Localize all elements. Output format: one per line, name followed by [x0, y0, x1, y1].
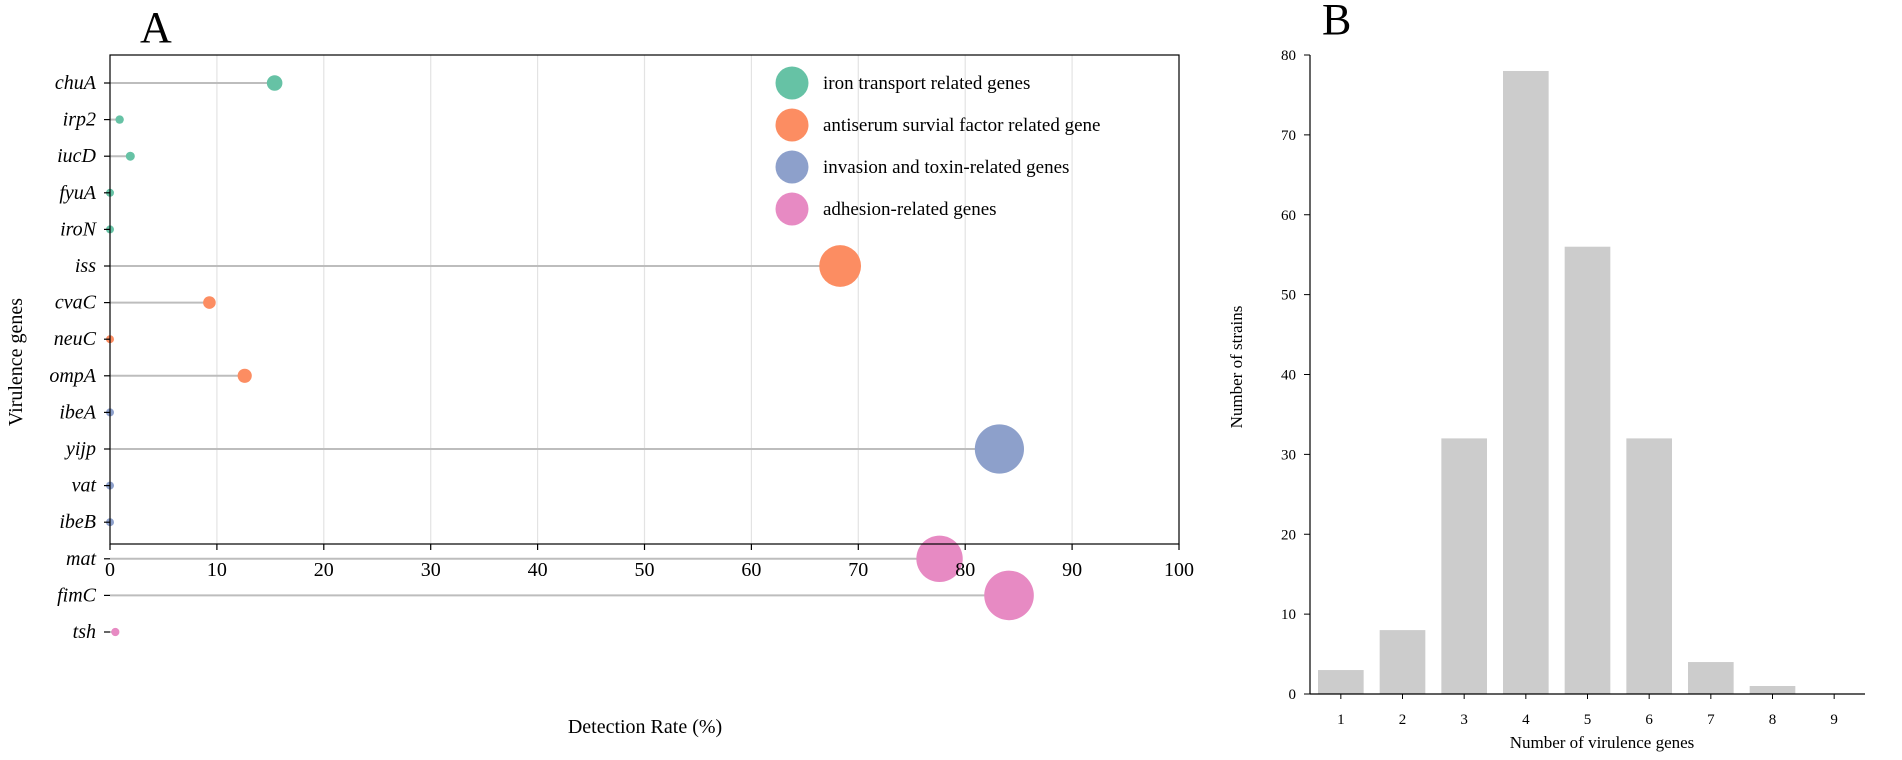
- b-y-tick-label: 0: [1289, 687, 1297, 703]
- gene-label-ibeB: ibeB: [59, 511, 96, 533]
- a-x-tick-label: 90: [1062, 559, 1082, 581]
- gene-label-iucD: iucD: [57, 145, 96, 167]
- gene-label-ibeA: ibeA: [59, 401, 96, 423]
- legend-label: iron transport related genes: [823, 73, 1030, 94]
- gene-label-tsh: tsh: [73, 621, 96, 643]
- b-x-tick-label: 8: [1769, 712, 1777, 728]
- gene-label-ompA: ompA: [49, 365, 96, 387]
- a-points: [106, 75, 1034, 637]
- legend-marker: [775, 108, 809, 142]
- point-tsh: [111, 627, 120, 637]
- legend-label: invasion and toxin-related genes: [823, 157, 1069, 178]
- gene-label-cvaC: cvaC: [55, 292, 97, 314]
- legend-marker: [775, 150, 809, 184]
- panel-a: A 0 10 20 30 40 50 60 70 80 90 100 chuA irp2 iucD fyu…: [5, 3, 1194, 738]
- gene-label-irp2: irp2: [63, 109, 96, 131]
- b-bars: [1318, 70, 1796, 695]
- a-x-tick-label: 60: [741, 559, 761, 581]
- b-x-tick-label: 4: [1522, 712, 1530, 728]
- gene-label-iss: iss: [75, 255, 96, 277]
- a-gridlines: [216, 55, 1073, 544]
- b-y-tick-label: 30: [1281, 447, 1296, 463]
- a-x-tick-label: 70: [848, 559, 868, 581]
- b-y-tick-label: 50: [1281, 288, 1296, 304]
- point-ompA: [237, 368, 252, 383]
- b-y-axis-title: Number of strains: [1227, 306, 1246, 429]
- bar-1: [1318, 670, 1364, 694]
- b-x-tick-label: 3: [1460, 712, 1468, 728]
- panel-b-label: B: [1322, 0, 1351, 44]
- b-y-ticks: 0 10 20 30 40 50 60 70 80: [1281, 48, 1310, 703]
- b-y-tick-label: 80: [1281, 48, 1296, 64]
- a-x-tick-label: 80: [955, 559, 975, 581]
- b-x-tick-label: 5: [1584, 712, 1592, 728]
- a-x-tick-label: 20: [314, 559, 334, 581]
- bar-6: [1626, 438, 1672, 694]
- bar-2: [1379, 630, 1426, 694]
- b-x-tick-label: 1: [1337, 712, 1345, 728]
- bar-7: [1688, 662, 1734, 694]
- a-x-ticks: 0 10 20 30 40 50 60 70 80 90 100: [105, 544, 1194, 581]
- legend-label: adhesion-related genes: [823, 199, 997, 220]
- a-legend: iron transport related genes antiserum su…: [775, 66, 1101, 226]
- b-x-tick-label: 7: [1707, 712, 1715, 728]
- point-iss: [819, 245, 862, 287]
- b-y-tick-label: 70: [1281, 128, 1296, 144]
- panel-a-label: A: [140, 3, 172, 52]
- b-y-tick-label: 10: [1281, 607, 1296, 623]
- point-iucD: [125, 151, 135, 161]
- bar-4: [1503, 70, 1549, 695]
- a-x-tick-label: 30: [421, 559, 441, 581]
- bar-5: [1564, 246, 1611, 694]
- b-x-tick-label: 6: [1645, 712, 1653, 728]
- legend-label: antiserum survial factor related gene: [823, 115, 1101, 136]
- b-x-axis-title: Number of virulence genes: [1510, 733, 1695, 752]
- legend-marker: [775, 66, 809, 100]
- gene-label-fyuA: fyuA: [59, 182, 96, 204]
- a-stems: [110, 82, 1010, 633]
- point-yijp: [974, 424, 1025, 474]
- gene-label-vat: vat: [72, 475, 97, 497]
- gene-label-fimC: fimC: [57, 584, 97, 606]
- gene-label-neuC: neuC: [54, 328, 97, 350]
- a-y-labels: chuA irp2 iucD fyuA iroN iss cvaC neuC ompA ibeA y…: [49, 72, 110, 643]
- point-mat: [916, 535, 963, 582]
- gene-label-yijp: yijp: [64, 438, 96, 460]
- point-chuA: [266, 75, 283, 91]
- b-y-tick-label: 40: [1281, 368, 1296, 384]
- a-y-axis-title: Virulence genes: [5, 298, 27, 426]
- a-x-tick-label: 10: [207, 559, 227, 581]
- legend-marker: [775, 192, 809, 226]
- b-y-tick-label: 20: [1281, 527, 1296, 543]
- a-x-tick-label: 100: [1164, 559, 1194, 581]
- point-fimC: [984, 570, 1034, 621]
- a-x-tick-label: 50: [635, 559, 655, 581]
- gene-label-chuA: chuA: [55, 72, 97, 94]
- a-x-axis-title: Detection Rate (%): [568, 716, 722, 738]
- gene-label-mat: mat: [66, 548, 96, 570]
- a-x-tick-label: 40: [528, 559, 548, 581]
- bar-3: [1441, 438, 1487, 694]
- b-y-tick-label: 60: [1281, 208, 1296, 224]
- panel-b: B 0 10 20 30 40 50 60 70 80 1 2 3 4 5 6 7 8 9 Number of …: [1227, 0, 1865, 752]
- b-x-tick-label: 2: [1399, 712, 1407, 728]
- b-x-tick-label: 9: [1830, 712, 1838, 728]
- point-irp2: [115, 115, 124, 124]
- point-cvaC: [203, 296, 216, 309]
- gene-label-iroN: iroN: [60, 218, 98, 240]
- a-x-tick-label: 0: [105, 559, 115, 581]
- b-x-ticks: 1 2 3 4 5 6 7 8 9: [1337, 694, 1838, 728]
- bar-8: [1749, 686, 1796, 694]
